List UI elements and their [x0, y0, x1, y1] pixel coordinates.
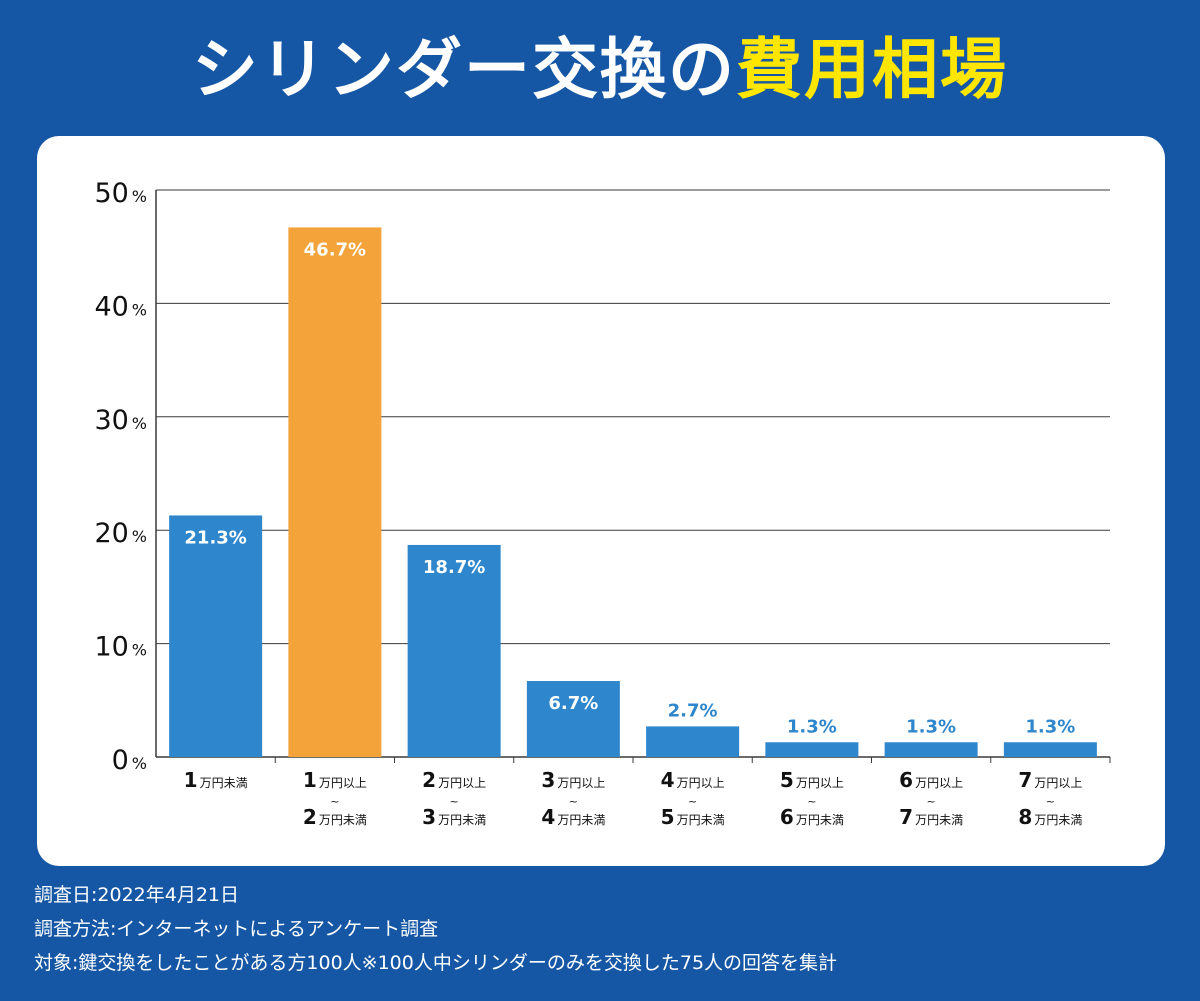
x-tick-label: 7 万円未満: [899, 805, 963, 829]
bar: [526, 681, 620, 757]
bar: [407, 544, 501, 757]
y-tick-label: 0%: [112, 745, 147, 776]
x-tick-label: 3 万円以上: [541, 768, 605, 792]
range-separator: ~: [569, 795, 578, 808]
bar: [169, 515, 263, 757]
survey-method: 調査方法:インターネットによるアンケート調査: [34, 918, 439, 940]
x-tick-label: 5 万円以上: [780, 768, 844, 792]
bar-value-label: 46.7%: [304, 239, 366, 260]
range-separator: ~: [807, 795, 816, 808]
survey-date: 調査日:2022年4月21日: [34, 884, 240, 906]
bar-value-label: 1.3%: [787, 716, 837, 737]
x-tick-label: 1 万円未満: [184, 768, 248, 792]
bar-value-label: 18.7%: [423, 557, 485, 578]
bar: [288, 227, 382, 757]
x-tick-label: 2 万円以上: [422, 768, 486, 792]
x-tick-label: 5 万円未満: [661, 805, 725, 829]
x-tick-label: 6 万円以上: [899, 768, 963, 792]
bar: [646, 726, 740, 757]
survey-target: 対象:鍵交換をしたことがある方100人※100人中シリンダーのみを交換した75人…: [34, 952, 838, 974]
title-highlight: 費用相場: [736, 31, 1008, 108]
bar-value-label: 2.7%: [668, 700, 718, 721]
bar-value-label: 6.7%: [548, 693, 598, 714]
page-title: シリンダー交換の費用相場: [0, 28, 1200, 112]
bar-value-label: 1.3%: [1025, 716, 1075, 737]
range-separator: ~: [330, 795, 339, 808]
y-tick-label: 10%: [94, 632, 147, 663]
x-tick-label: 2 万円未満: [303, 805, 367, 829]
x-tick-label: 8 万円未満: [1018, 805, 1082, 829]
bar-value-label: 21.3%: [184, 527, 246, 548]
range-separator: ~: [927, 795, 936, 808]
bar-chart: 0 % 10 % 20 % 30 % 40 % 50 % 21.3% 1 万円未満 46.7% 1 万円以上 ~2 万…: [94, 178, 1111, 829]
x-tick-label: 6 万円未満: [780, 805, 844, 829]
y-tick-label: 40%: [94, 291, 147, 322]
bar: [884, 742, 978, 757]
range-separator: ~: [450, 795, 459, 808]
range-separator: ~: [1046, 795, 1055, 808]
chart-card: 0% 10% 20% 30% 40% 50% 21.3% 1 万円未満 46.7% 1 万円以上 ~2 万…: [37, 136, 1165, 866]
x-tick-label: 4 万円未満: [541, 805, 605, 829]
x-tick-label: 4 万円以上: [661, 768, 725, 792]
y-tick-label: 30%: [94, 405, 147, 436]
x-tick-label: 7 万円以上: [1018, 768, 1082, 792]
bar: [765, 742, 859, 757]
x-tick-label: 3 万円未満: [422, 805, 486, 829]
x-tick-label: 1 万円以上: [303, 768, 367, 792]
title-main: シリンダー交換の: [192, 31, 736, 108]
range-separator: ~: [688, 795, 697, 808]
y-tick-label: 20%: [94, 518, 147, 549]
bar-value-label: 1.3%: [906, 716, 956, 737]
bar: [1003, 742, 1097, 757]
y-tick-label: 50%: [94, 178, 147, 209]
